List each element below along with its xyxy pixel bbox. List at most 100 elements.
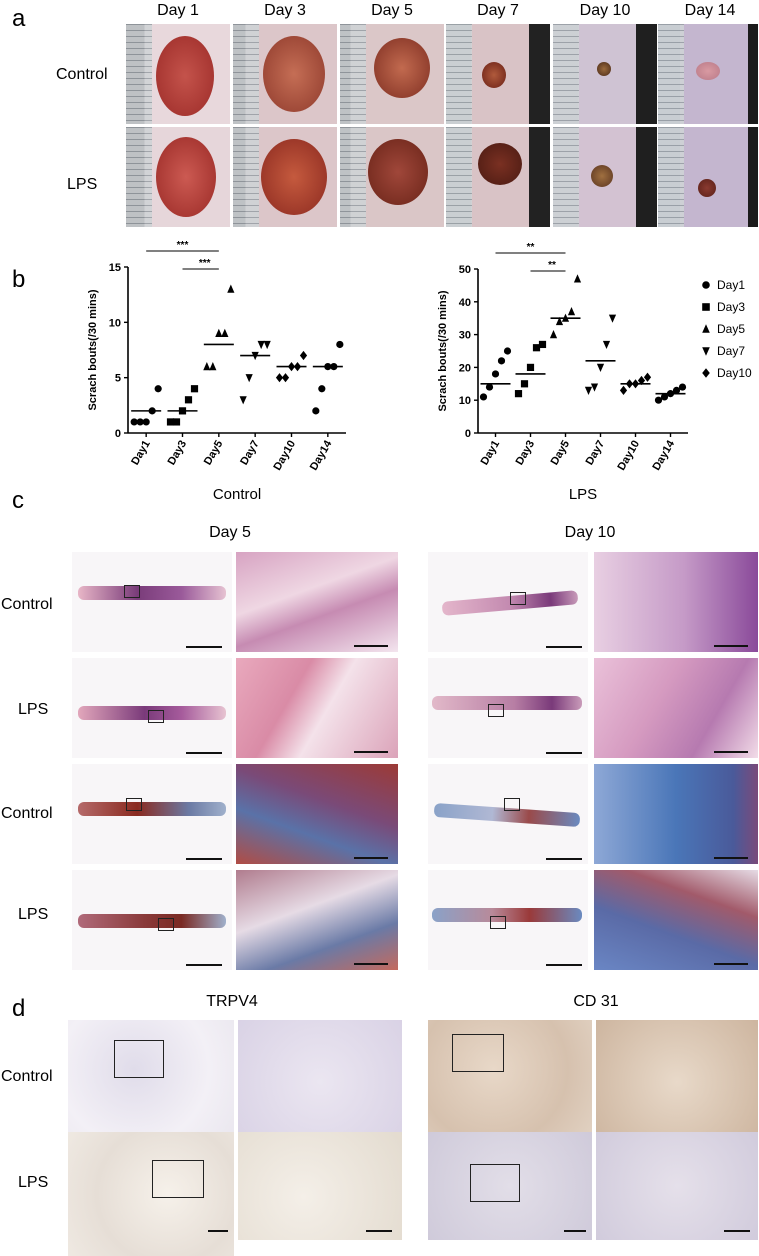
y-tick-label: 50	[459, 264, 471, 276]
he-zoom-control-day5	[236, 552, 398, 652]
masson-overview-lps-day10	[428, 870, 588, 970]
x-tick-label: Day14	[650, 438, 677, 473]
row-label-control-he: Control	[1, 596, 53, 613]
data-point	[555, 316, 564, 326]
y-tick-label: 10	[459, 395, 471, 407]
legend-label: Day7	[717, 344, 745, 358]
wound-photo-control-day10	[553, 24, 657, 124]
header-day10: Day 10	[564, 524, 616, 541]
data-point	[608, 314, 617, 323]
data-point	[190, 385, 199, 393]
y-tick-label: 40	[459, 297, 471, 309]
data-point	[654, 396, 663, 404]
significance-label: ***	[199, 258, 211, 269]
legend-label: Day3	[717, 300, 745, 314]
x-tick-label: Day10	[615, 439, 642, 473]
cd31-zoom-control	[596, 1020, 758, 1144]
x-tick-label: Day14	[308, 438, 335, 473]
data-point	[263, 340, 271, 350]
data-point	[520, 380, 529, 388]
legend-marker	[702, 324, 710, 333]
data-point	[497, 357, 506, 365]
masson-overview-control-day10	[428, 764, 588, 864]
significance-label: **	[527, 242, 535, 253]
x-tick-label: Day3	[514, 439, 538, 468]
chart-control: 0 5 10 15 Scrach bouts(/30 mins) Day1 Day3 Day5…	[87, 240, 346, 503]
chart-lps: 0 10 20 30 40 50 Scrach bouts(/30 mins) Day1 Day…	[437, 242, 688, 503]
data-point	[678, 383, 687, 391]
header-cd31: CD 31	[573, 993, 619, 1010]
y-tick-label: 20	[459, 362, 471, 374]
y-tick-label: 10	[109, 317, 121, 329]
significance-label: ***	[177, 240, 189, 251]
x-tick-label: Day3	[166, 439, 190, 468]
row-label-lps-ihc: LPS	[18, 1174, 49, 1191]
he-zoom-control-day10	[594, 552, 758, 652]
column-header-day1: Day 1	[157, 2, 199, 19]
header-trpv4: TRPV4	[206, 993, 258, 1010]
y-tick-label: 30	[459, 330, 471, 342]
x-tick-label: Day7	[238, 439, 262, 468]
data-point	[503, 347, 512, 355]
wound-photo-lps-day1	[126, 127, 230, 227]
x-tick-label: Day10	[271, 439, 298, 473]
data-point	[312, 407, 320, 415]
panel-letter-c: c	[12, 487, 24, 514]
data-point	[166, 418, 175, 426]
x-tick-label: Day1	[129, 439, 153, 468]
wound-photo-lps-day5	[340, 127, 444, 227]
data-point	[602, 340, 611, 350]
data-point	[239, 396, 247, 405]
chart-title: Control	[213, 486, 261, 503]
header-day5: Day 5	[209, 524, 251, 541]
data-point	[567, 307, 576, 316]
masson-zoom-lps-day5	[236, 870, 398, 970]
legend-label: Day10	[717, 366, 752, 380]
legend-marker	[702, 347, 710, 356]
significance-label: **	[548, 260, 556, 271]
data-point	[336, 340, 344, 349]
x-tick-label: Day5	[202, 439, 226, 468]
scratch-bouts-charts: 0 5 10 15 Scrach bouts(/30 mins) Day1 Day3 Day5…	[87, 240, 752, 503]
row-label-lps-masson: LPS	[18, 906, 49, 923]
panel-letter-b: b	[12, 266, 26, 293]
data-point	[619, 385, 628, 395]
he-overview-control-day10	[428, 552, 588, 652]
data-point	[672, 386, 681, 394]
wound-photo-control-day7	[446, 24, 550, 124]
data-point	[136, 418, 144, 426]
data-point	[590, 383, 599, 392]
data-point	[299, 350, 308, 361]
data-point	[318, 385, 326, 393]
data-point	[538, 340, 547, 349]
he-zoom-lps-day10	[594, 658, 758, 758]
row-label-control-a: Control	[56, 66, 108, 83]
cd31-zoom-lps	[596, 1132, 758, 1240]
column-header-day5: Day 5	[371, 2, 413, 19]
masson-zoom-lps-day10	[594, 870, 758, 970]
data-point	[514, 390, 523, 398]
wound-photo-lps-day10	[553, 127, 657, 227]
wound-photo-control-day14	[658, 24, 758, 124]
y-tick-label: 0	[465, 428, 471, 440]
data-point	[130, 418, 138, 426]
masson-zoom-control-day10	[594, 764, 758, 864]
data-point	[485, 383, 494, 391]
data-point	[549, 330, 558, 339]
column-header-day14: Day 14	[684, 2, 736, 19]
data-point	[142, 418, 150, 426]
trpv4-zoom-lps	[238, 1132, 402, 1240]
cd31-overview-control	[428, 1020, 592, 1144]
masson-overview-control-day5	[72, 764, 232, 864]
x-tick-label: Day7	[584, 439, 608, 468]
legend-label: Day1	[717, 278, 745, 292]
legend-marker	[702, 303, 710, 311]
wound-photo-lps-day7	[446, 127, 550, 227]
wound-photo-control-day5	[340, 24, 444, 124]
data-point	[479, 393, 488, 401]
panel-letter-d: d	[12, 995, 26, 1022]
wound-photo-control-day3	[233, 24, 337, 124]
y-axis-label: Scrach bouts(/30 mins)	[87, 289, 99, 410]
masson-overview-lps-day5	[72, 870, 232, 970]
row-label-lps-he: LPS	[18, 701, 49, 718]
